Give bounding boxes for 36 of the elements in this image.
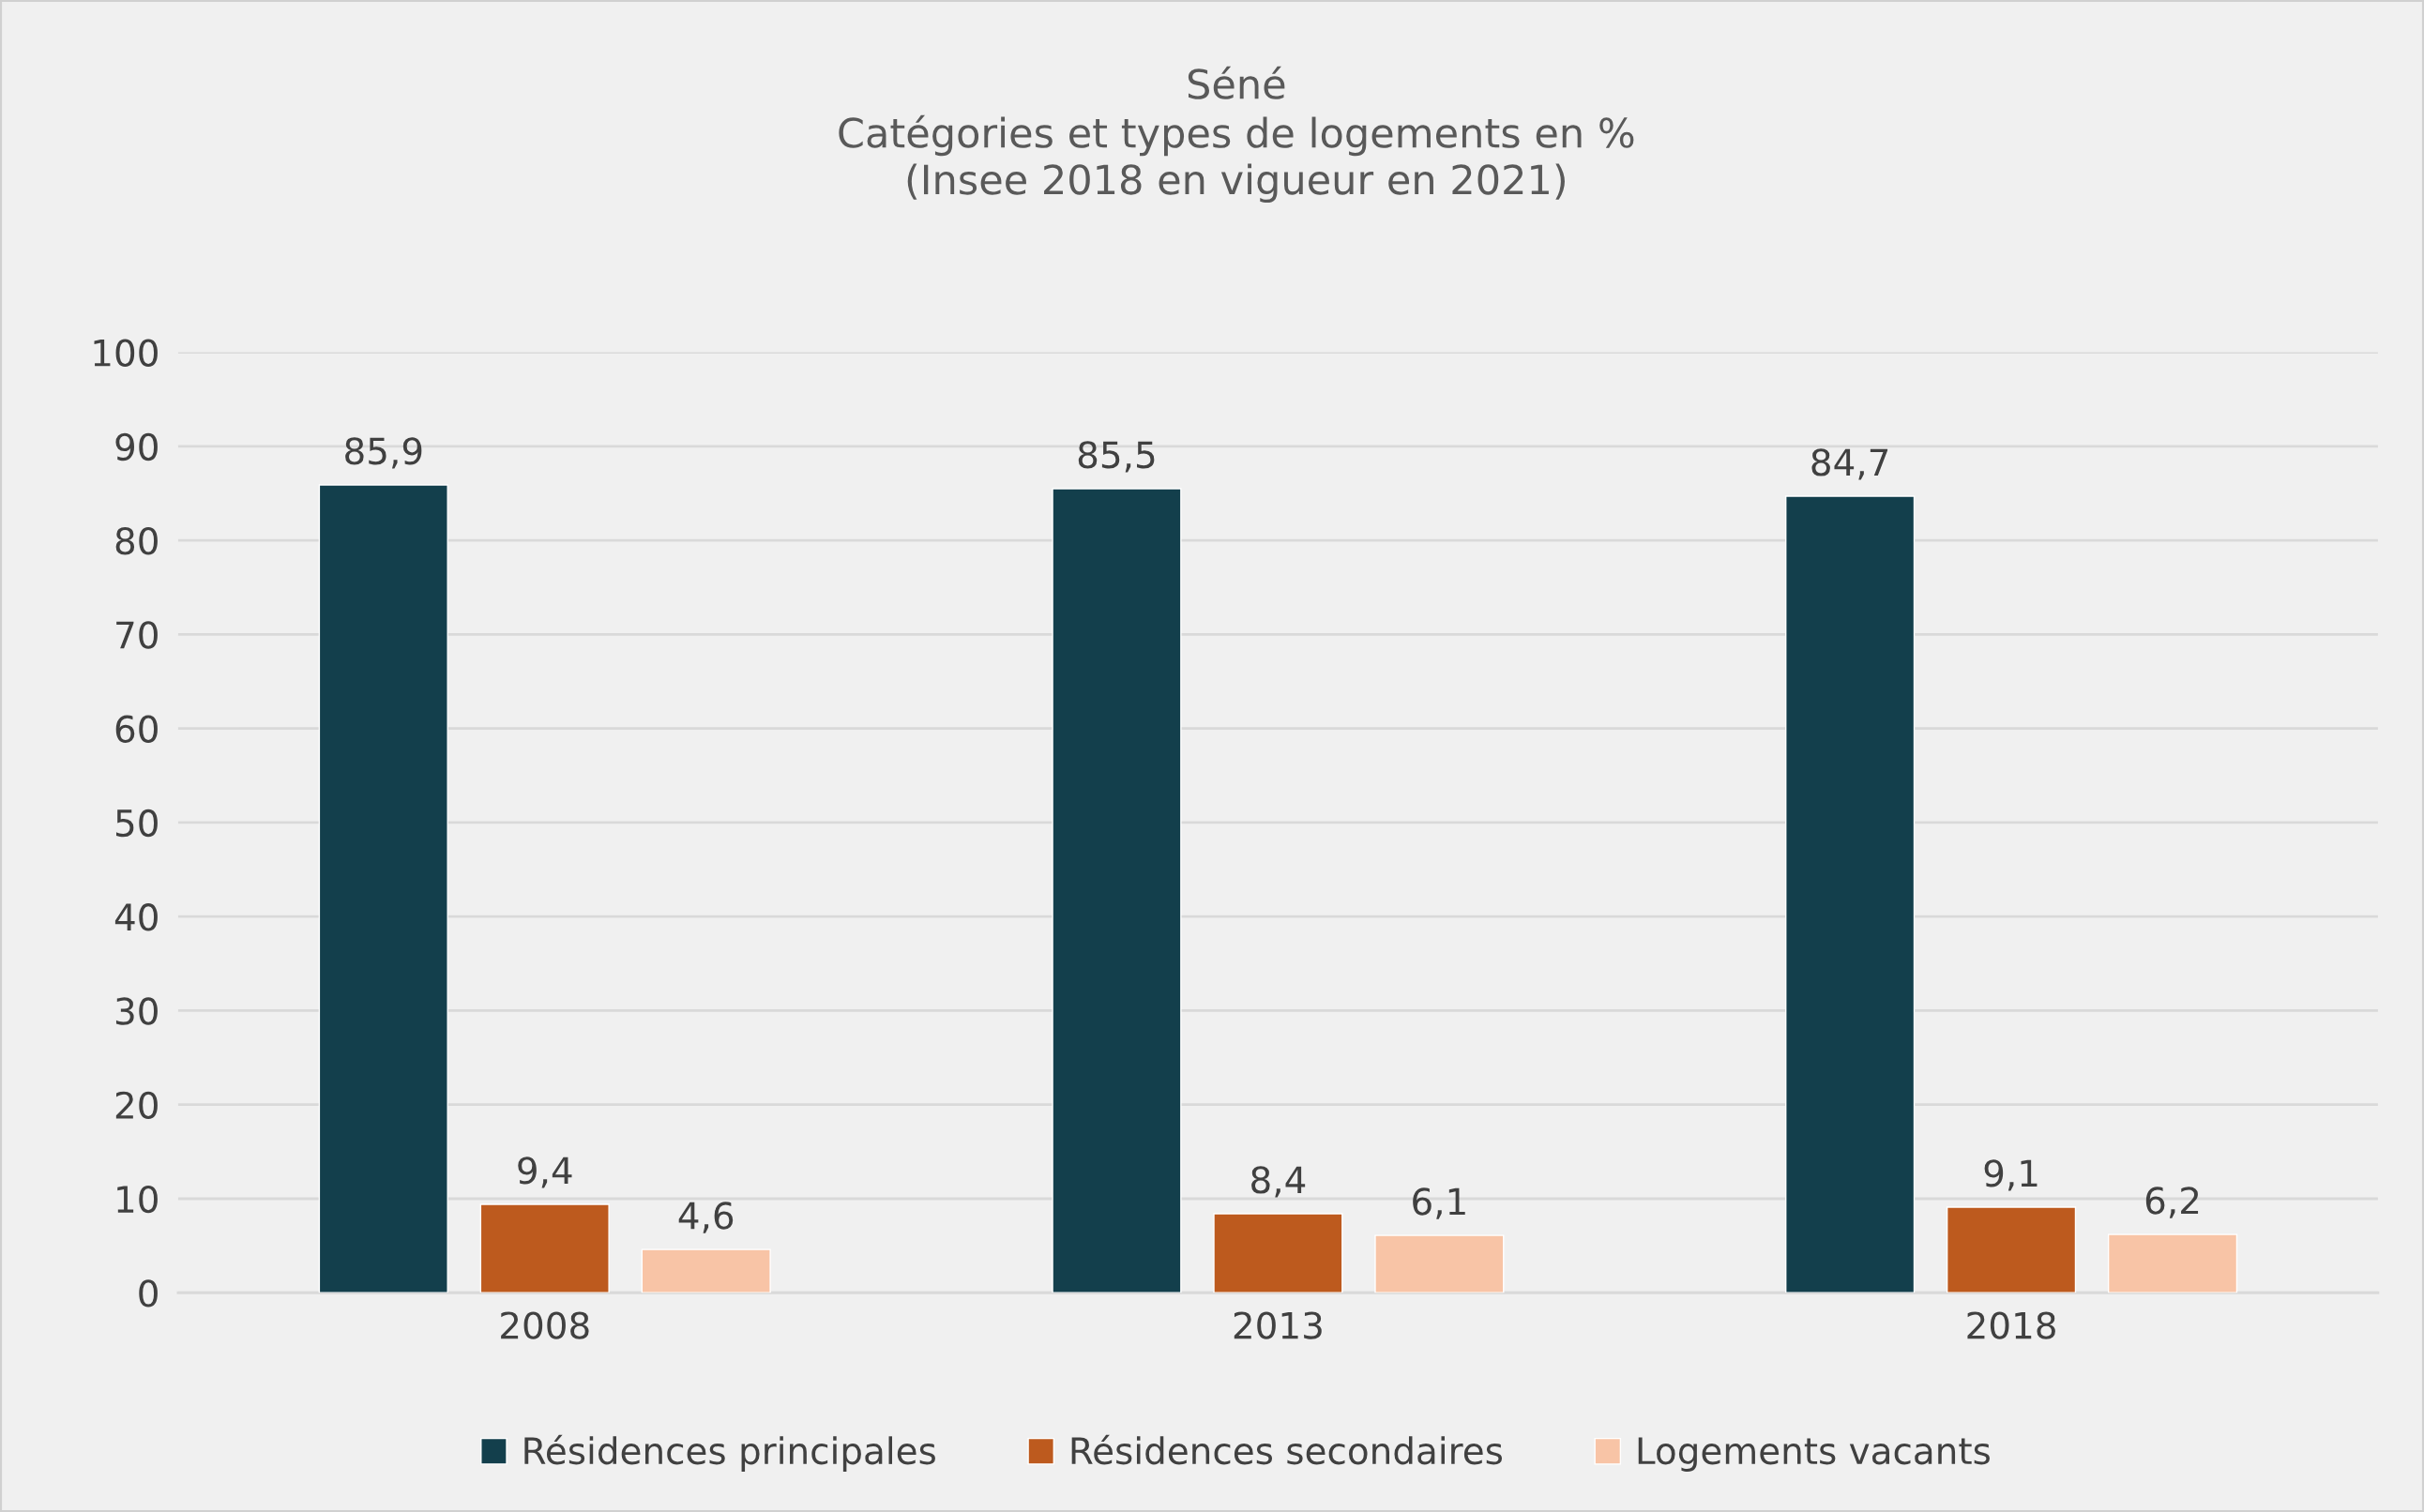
y-tick-label: 50 — [116, 809, 158, 838]
bar — [641, 1248, 771, 1293]
x-tick-label: 2013 — [1234, 1311, 1322, 1339]
y-tick-label: 90 — [115, 432, 158, 461]
y-tick-label: 0 — [139, 1279, 158, 1308]
data-label: 4,6 — [678, 1202, 734, 1233]
bar — [479, 1203, 610, 1293]
legend-label: Résidences secondaires — [1071, 1434, 1503, 1465]
y-tick-label: 60 — [115, 715, 158, 743]
bar — [318, 484, 448, 1293]
y-tick-label: 20 — [115, 1091, 158, 1120]
y-tick-label: 80 — [115, 527, 158, 555]
bar — [1213, 1213, 1343, 1293]
legend-label: Résidences principales — [524, 1434, 935, 1472]
bar — [1946, 1206, 2077, 1293]
y-tick-label: 70 — [116, 621, 158, 649]
bar — [1052, 488, 1182, 1293]
legend-label: Logements vacants — [1638, 1437, 1990, 1472]
y-tick-label: 100 — [94, 339, 158, 367]
data-label: 6,2 — [2145, 1187, 2199, 1218]
data-label: 9,4 — [518, 1157, 572, 1188]
data-label: 85,9 — [345, 437, 422, 469]
data-label: 8,4 — [1251, 1166, 1306, 1198]
bar — [1785, 495, 1916, 1293]
chart-title: Séné Catégories et types de logements en % (Insee 2018 en vigueur en 2021) — [839, 66, 1634, 204]
bar — [1374, 1234, 1505, 1293]
data-label: 84,7 — [1811, 448, 1888, 480]
data-label: 9,1 — [1984, 1159, 2038, 1191]
bar — [2107, 1233, 2238, 1293]
data-label: 6,1 — [1413, 1187, 1465, 1219]
x-tick-label: 2018 — [1967, 1311, 2055, 1339]
y-tick-label: 10 — [117, 1185, 158, 1214]
y-tick-label: 40 — [114, 903, 158, 931]
data-label: 85,5 — [1078, 441, 1155, 473]
y-tick-label: 30 — [115, 997, 158, 1025]
x-tick-label: 2008 — [501, 1311, 589, 1339]
